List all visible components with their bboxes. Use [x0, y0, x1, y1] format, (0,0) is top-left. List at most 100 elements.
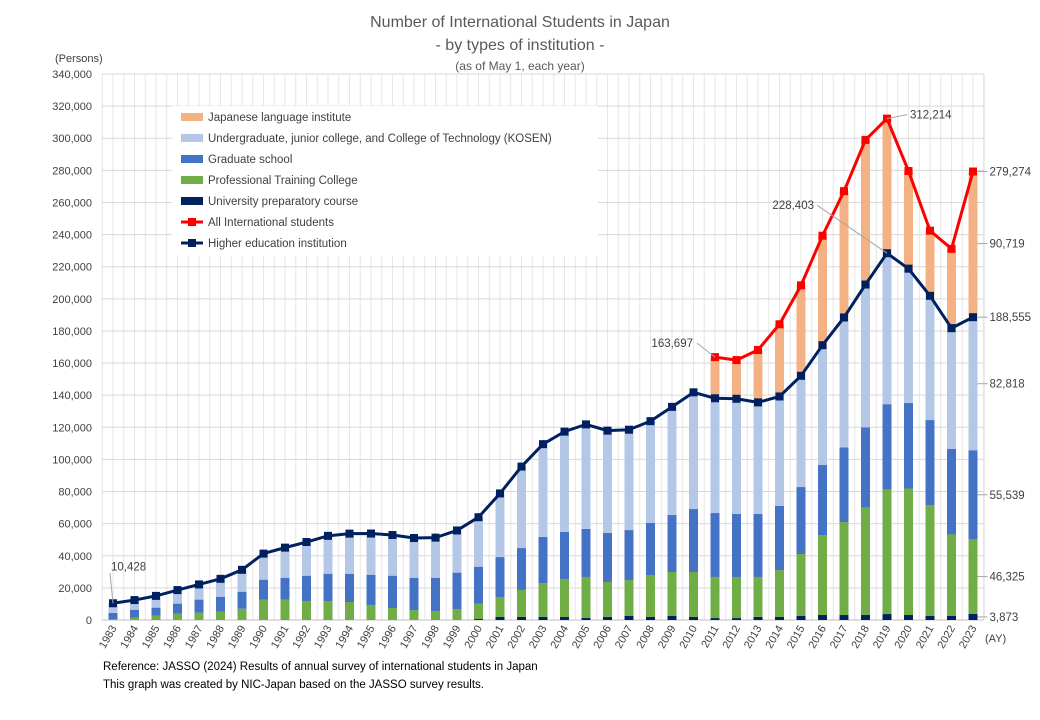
x-tick-label: 1983 [97, 624, 120, 651]
legend-box [172, 106, 598, 256]
bar-segment [861, 615, 870, 620]
bar-segment [796, 375, 806, 488]
x-tick-label: 2020 [892, 624, 915, 651]
bar-segment [882, 404, 892, 490]
bar-segment [947, 328, 956, 449]
bar-segment [732, 514, 741, 577]
bar-segment [947, 534, 956, 616]
series-marker [582, 420, 590, 429]
bar-segment [904, 171, 913, 269]
bar-segment [624, 615, 634, 620]
annotation-leader [696, 342, 716, 358]
bar-segment [517, 616, 526, 620]
footer-credit: This graph was created by NIC-Japan base… [103, 679, 484, 691]
bar-segment [775, 570, 784, 617]
bar-segment [237, 591, 247, 609]
x-tick-label: 1993 [312, 624, 335, 651]
x-tick-label: 2012 [720, 624, 743, 651]
y-tick-label: 0 [86, 615, 92, 627]
bar-segment [388, 607, 397, 620]
x-tick-label: 1985 [140, 624, 163, 651]
series-marker [431, 533, 440, 542]
end-label: 90,719 [990, 239, 1025, 251]
bar-segment [839, 191, 849, 318]
bar-segment [323, 601, 333, 620]
bar-segment [818, 465, 827, 536]
x-tick-label: 1995 [355, 624, 378, 651]
bar-segment [968, 539, 978, 614]
series-marker [689, 388, 698, 397]
x-tick-label: 1989 [226, 624, 249, 651]
x-tick-label: 2021 [914, 624, 937, 651]
bar-segment [732, 360, 741, 399]
series-marker [947, 244, 956, 253]
bar-segment [603, 430, 612, 533]
bar-segment [345, 533, 354, 574]
bar-segment [259, 599, 268, 620]
series-marker [754, 345, 762, 354]
bar-segment [237, 608, 247, 620]
bar-segment [388, 535, 397, 576]
bar-segment [603, 532, 612, 582]
bar-segment [495, 557, 505, 598]
series-marker [818, 231, 827, 240]
bar-segment [366, 533, 376, 575]
x-tick-label: 2003 [527, 624, 550, 651]
bar-segment [646, 575, 655, 617]
legend-label: Professional Training College [208, 175, 358, 187]
bar-segment [925, 230, 935, 296]
bar-segment [280, 599, 290, 620]
x-tick-label: 2016 [806, 624, 829, 651]
bar-segment [538, 536, 548, 584]
bar-segment [861, 427, 870, 508]
bar-segment [237, 569, 247, 592]
y-tick-label: 340,000 [52, 69, 92, 81]
bar-segment [409, 538, 419, 578]
x-tick-label: 1984 [118, 624, 141, 651]
y-tick-label: 60,000 [58, 519, 92, 531]
x-tick-label: 2014 [763, 624, 786, 651]
bar-segment [366, 574, 376, 606]
bar-segment [302, 542, 311, 576]
bar-segment [280, 577, 290, 600]
x-tick-label: 2017 [828, 624, 851, 651]
bar-segment [216, 578, 225, 597]
series-marker [797, 281, 805, 290]
legend-label: All International students [208, 217, 334, 229]
bar-segment [409, 577, 419, 611]
x-tick-label: 1998 [419, 624, 442, 651]
bar-segment [839, 522, 849, 616]
bar-segment [904, 615, 913, 620]
series-marker [969, 167, 977, 176]
bar-segment [667, 571, 677, 616]
legend-marker [188, 239, 196, 247]
series-marker [818, 341, 827, 350]
legend-marker [188, 218, 196, 226]
x-tick-label: 2006 [591, 624, 614, 651]
series-marker [410, 534, 418, 543]
bar-segment [173, 603, 182, 614]
y-tick-label: 160,000 [52, 358, 92, 370]
bar-segment [689, 616, 698, 620]
bar-segment [495, 616, 505, 620]
legend-swatch [181, 176, 203, 184]
x-tick-label: 2013 [742, 624, 765, 651]
bar-segment [624, 530, 634, 581]
series-marker [517, 462, 526, 471]
bar-segment [968, 450, 978, 540]
bar-segment [839, 615, 849, 620]
bar-segment [732, 618, 741, 620]
legend-swatch [181, 155, 203, 163]
x-tick-label: 1996 [376, 624, 399, 651]
bar-segment [882, 253, 892, 405]
end-label: 279,274 [990, 167, 1032, 179]
bar-segment [388, 575, 397, 608]
bar-segment [194, 612, 204, 620]
bar-segment [753, 402, 763, 515]
series-marker [926, 226, 934, 235]
series-marker [302, 538, 311, 547]
bar-segment [581, 424, 591, 529]
bar-segment [904, 488, 913, 616]
bar-segment [474, 517, 483, 567]
